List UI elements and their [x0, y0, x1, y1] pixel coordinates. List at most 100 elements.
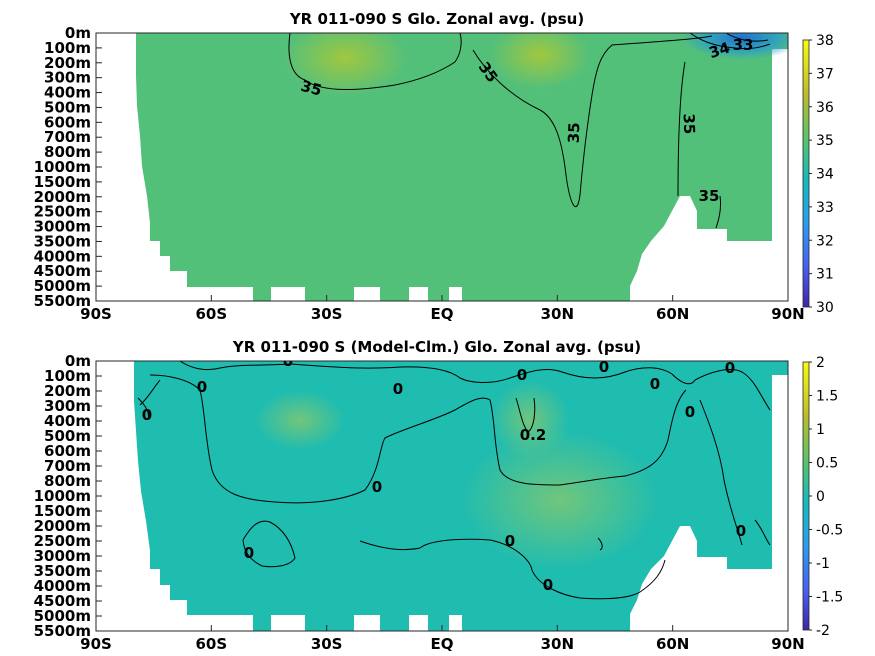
anomaly-colorbar-tick-label: -1: [816, 556, 830, 572]
anomaly-contour-label-10: 0: [372, 478, 382, 496]
salinity-colorbar: [802, 39, 810, 308]
salinity-contour-label-6: 34: [707, 38, 732, 62]
salinity-colorbar-tick-label: 30: [816, 300, 834, 316]
anomaly-contour-label-1: 0: [283, 352, 293, 370]
anomaly-contour-0-c: [137, 379, 161, 421]
anomaly-depth-tick-label: 1500m: [34, 502, 91, 520]
salinity-depth-tick-label: 1500m: [34, 173, 91, 191]
salinity-latitude-tick-label: 30S: [311, 305, 343, 323]
anomaly-contour-label-15: 0.2: [520, 426, 547, 444]
anomaly-depth-tick-label: 0m: [65, 352, 91, 370]
anomaly-positive-north: [460, 430, 660, 570]
salinity-depth-tick-label: 700m: [44, 128, 91, 146]
salinity-colorbar-tick-label: 38: [816, 33, 834, 49]
anomaly-depth-tick-label: 600m: [44, 442, 91, 460]
anomaly-latitude-tick-label: 30N: [541, 635, 574, 653]
anomaly-positive-mid: [490, 380, 570, 460]
anomaly-depth-tick-label: 4000m: [34, 577, 91, 595]
salinity-high-south: [283, 33, 407, 96]
salinity-depth-tick-label: 100m: [44, 39, 91, 57]
salinity-latitude-axis: 90S 60S 30S EQ 30N 60N 90N: [80, 295, 805, 323]
panel1-title: YR 011-090 S Glo. Zonal avg. (psu): [289, 10, 584, 28]
anomaly-depth-tick-label: 3500m: [34, 562, 91, 580]
anomaly-contour-label-12: 0: [505, 532, 515, 550]
anomaly-contour-0.2: [515, 397, 603, 551]
salinity-depth-tick-label: 400m: [44, 84, 91, 102]
anomaly-contour-label-7: 0: [650, 375, 660, 393]
anomaly-contour-0-e: [419, 538, 666, 600]
salinity-latitude-tick-label: 30N: [541, 305, 574, 323]
salinity-latitude-tick-label: 90S: [80, 305, 112, 323]
anomaly-contour-0-d: [242, 520, 296, 568]
salinity-colorbar-tick-label: 35: [816, 133, 834, 149]
anomaly-contour-label-3: 0: [142, 406, 152, 424]
salinity-depth-tick-label: 300m: [44, 69, 91, 87]
anomaly-latitude-tick-label: 30S: [311, 635, 343, 653]
salinity-depth-tick-label: 1000m: [34, 158, 91, 176]
anomaly-latitude-tick-label: 90N: [771, 635, 804, 653]
anomaly-colorbar-ticks: -2 -1.5 -1 -0.5 0 0.5 1 1.5 2: [809, 355, 843, 639]
anomaly-contour-label-5: 0: [517, 366, 527, 384]
anomaly-depth-tick-label: 2500m: [34, 532, 91, 550]
salinity-depth-tick-label: 0m: [65, 24, 91, 42]
salinity-high-north: [490, 33, 590, 89]
anomaly-depth-tick-label: 5500m: [34, 622, 91, 640]
salinity-heatmap: 35 35 35 35 35 34 33: [136, 33, 788, 301]
anomaly-colorbar-tick-label: 0: [816, 489, 825, 505]
anomaly-colorbar: [802, 361, 810, 631]
salinity-depth-tick-label: 5500m: [34, 292, 91, 310]
salinity-colorbar-tick-label: 37: [816, 66, 834, 82]
anomaly-colorbar-tick-label: -2: [816, 623, 830, 639]
anomaly-colorbar-tick-label: -0.5: [816, 523, 843, 539]
anomaly-depth-tick-label: 700m: [44, 457, 91, 475]
anomaly-depth-axis: 0m100m200m300m400m500m600m700m800m1000m1…: [34, 352, 102, 640]
salinity-contour-35-arctic: [677, 61, 721, 229]
anomaly-latitude-tick-label: 60S: [195, 635, 227, 653]
salinity-contour-label-1: 35: [299, 77, 324, 100]
salinity-latitude-tick-label: EQ: [431, 305, 454, 323]
anomaly-depth-tick-label: 3000m: [34, 547, 91, 565]
anomaly-contour-0-g: [359, 373, 696, 551]
anomaly-contour-label-2: 0: [197, 378, 207, 396]
salinity-depth-tick-label: 500m: [44, 98, 91, 116]
anomaly-colorbar-tick-label: 0.5: [816, 456, 838, 472]
panel2-title: YR 011-090 S (Model-Clm.) Glo. Zonal avg…: [232, 338, 641, 356]
salinity-contour-35-north: [472, 35, 713, 208]
salinity-colorbar-tick-label: 34: [816, 167, 834, 183]
anomaly-depth-tick-label: 800m: [44, 472, 91, 490]
anomaly-contour-label-14: 0: [736, 522, 746, 540]
anomaly-colorbar-tick-label: 2: [816, 355, 825, 371]
anomaly-contour-label-9: 0: [685, 403, 695, 421]
salinity-depth-tick-label: 2000m: [34, 188, 91, 206]
salinity-anomaly-panel: YR 011-090 S (Model-Clm.) Glo. Zonal avg…: [34, 338, 844, 653]
anomaly-contour-0-a: [149, 374, 687, 504]
anomaly-latitude-tick-label: 90S: [80, 635, 112, 653]
salinity-depth-tick-label: 600m: [44, 113, 91, 131]
anomaly-contour-0-f: [694, 369, 771, 546]
salinity-contour-label-4: 35: [680, 113, 699, 134]
anomaly-colorbar-tick-label: 1: [816, 422, 825, 438]
anomaly-depth-tick-label: 400m: [44, 412, 91, 430]
salinity-colorbar-tick-label: 33: [816, 200, 834, 216]
anomaly-depth-tick-label: 200m: [44, 382, 91, 400]
salinity-latitude-tick-label: 60N: [656, 305, 689, 323]
anomaly-latitude-tick-label: EQ: [431, 635, 454, 653]
anomaly-contour-label-4: 0: [393, 380, 403, 398]
salinity-depth-tick-label: 2500m: [34, 203, 91, 221]
salinity-colorbar-ticks: 30 31 32 33 34 35 36 37 38: [809, 33, 834, 316]
anomaly-depth-tick-label: 5000m: [34, 607, 91, 625]
salinity-latitude-tick-label: 90N: [771, 305, 804, 323]
anomaly-contour-label-13: 0: [543, 576, 553, 594]
salinity-contour-label-7: 33: [733, 36, 754, 54]
anomaly-contour-0-b: [179, 361, 673, 383]
salinity-depth-tick-label: 5000m: [34, 277, 91, 295]
salinity-ocean-area: [136, 33, 788, 301]
anomaly-latitude-tick-label: 60N: [656, 635, 689, 653]
anomaly-positive-south: [255, 390, 345, 450]
anomaly-depth-tick-label: 4500m: [34, 592, 91, 610]
salinity-contour-34: [689, 33, 771, 50]
anomaly-depth-tick-label: 500m: [44, 427, 91, 445]
anomaly-depth-tick-label: 100m: [44, 367, 91, 385]
salinity-contour-label-5: 35: [699, 187, 720, 205]
